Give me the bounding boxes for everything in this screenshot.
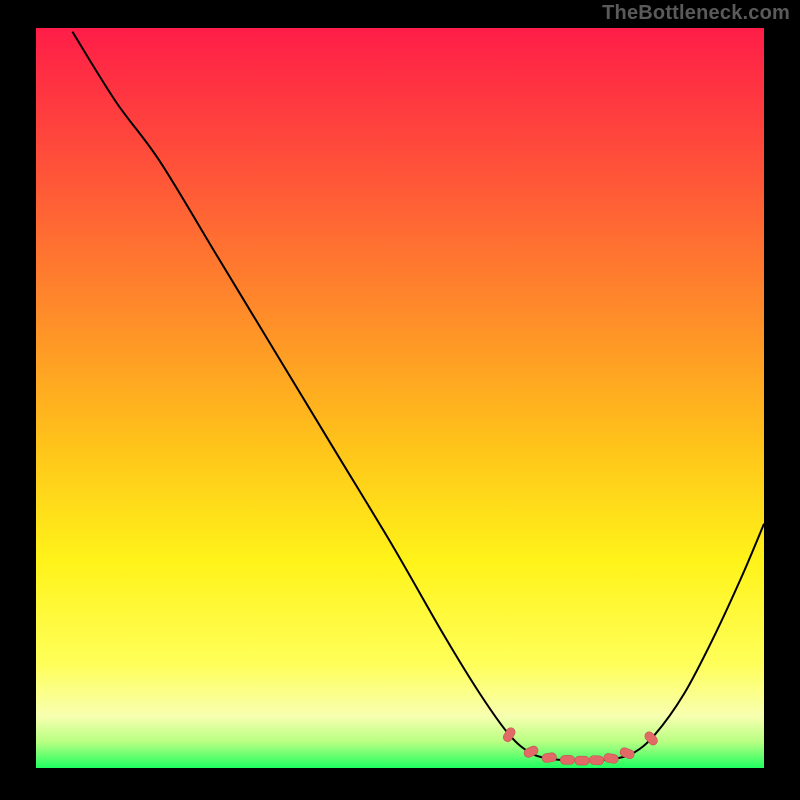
valley-marker bbox=[589, 755, 604, 765]
figure-root: TheBottleneck.com bbox=[0, 0, 800, 800]
plot-svg bbox=[36, 28, 764, 768]
plot-area bbox=[36, 28, 764, 768]
watermark-text: TheBottleneck.com bbox=[602, 2, 790, 25]
valley-marker bbox=[560, 755, 575, 764]
valley-marker bbox=[575, 756, 590, 765]
